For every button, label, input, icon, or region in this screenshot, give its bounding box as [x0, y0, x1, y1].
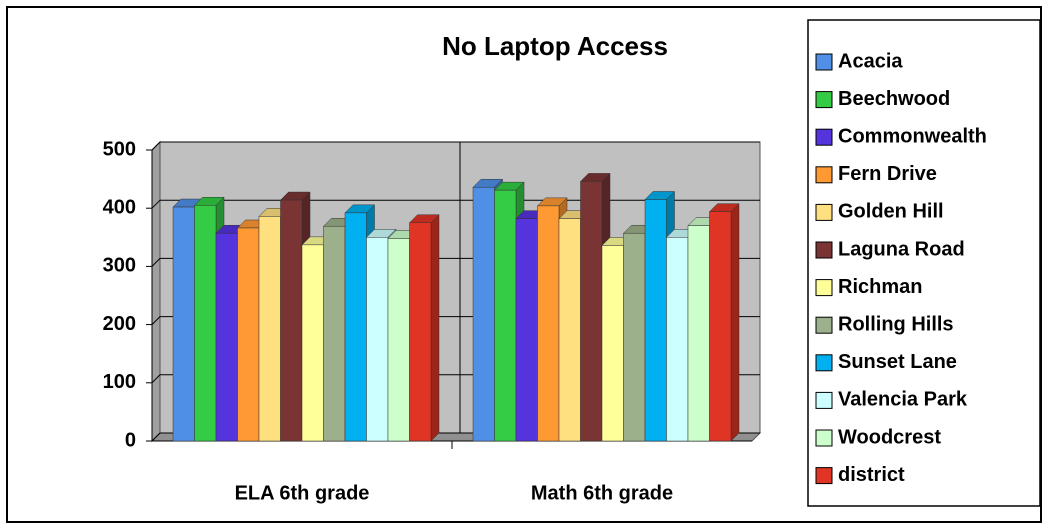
bar [258, 216, 281, 442]
legend-swatch [815, 354, 833, 372]
y-tick-label: 0 [125, 429, 136, 451]
bar [687, 225, 710, 442]
legend-swatch [815, 203, 833, 221]
bar [558, 218, 581, 442]
legend-label: Valencia Park [838, 389, 968, 411]
bar [644, 199, 667, 442]
bar [515, 218, 538, 442]
legend-swatch [815, 91, 833, 109]
y-tick-label: 400 [103, 196, 136, 218]
bar [172, 206, 195, 442]
legend-label: Rolling Hills [838, 313, 954, 335]
bar [215, 232, 238, 442]
legend-label: Fern Drive [838, 163, 937, 185]
x-tick-label: ELA 6th grade [235, 482, 370, 504]
legend-swatch [815, 279, 833, 297]
legend-label: Beechwood [838, 88, 950, 110]
y-tick-label: 500 [103, 138, 136, 160]
legend-label: Golden Hill [838, 201, 944, 223]
bar [323, 225, 346, 442]
side-wall [151, 140, 161, 443]
bar [601, 245, 624, 442]
legend-label: Acacia [838, 50, 903, 72]
grid-line [151, 141, 760, 151]
legend-box [807, 19, 1041, 507]
legend-label: Sunset Lane [838, 351, 957, 373]
legend-label: Woodcrest [838, 426, 941, 448]
bar [580, 181, 603, 442]
legend-label: Laguna Road [838, 238, 965, 260]
bar [194, 205, 217, 442]
bar [366, 237, 389, 442]
chart-title: No Laptop Access [442, 31, 668, 61]
bar [301, 244, 324, 442]
bar [472, 186, 495, 442]
legend-swatch [815, 316, 833, 334]
legend-swatch [815, 128, 833, 146]
bar [280, 199, 303, 442]
legend-swatch [815, 241, 833, 259]
bar-side [430, 214, 440, 442]
legend-label: Commonwealth [838, 125, 987, 147]
y-tick-label: 300 [103, 255, 136, 277]
legend-label: Richman [838, 276, 922, 298]
bar [494, 189, 517, 442]
bar [623, 232, 646, 442]
legend-swatch [815, 467, 833, 485]
bar [409, 222, 432, 442]
legend-swatch [815, 166, 833, 184]
y-tick-label: 100 [103, 371, 136, 393]
bar [709, 211, 732, 442]
bar [537, 205, 560, 442]
legend-swatch [815, 391, 833, 409]
bar [344, 212, 367, 442]
bar [666, 237, 689, 442]
legend-swatch [815, 53, 833, 71]
y-tick-label: 200 [103, 313, 136, 335]
bar-side [730, 203, 740, 442]
x-tick-label: Math 6th grade [531, 482, 673, 504]
legend-swatch [815, 429, 833, 447]
bar [237, 227, 260, 442]
legend-label: district [838, 464, 905, 486]
bar [387, 238, 410, 442]
